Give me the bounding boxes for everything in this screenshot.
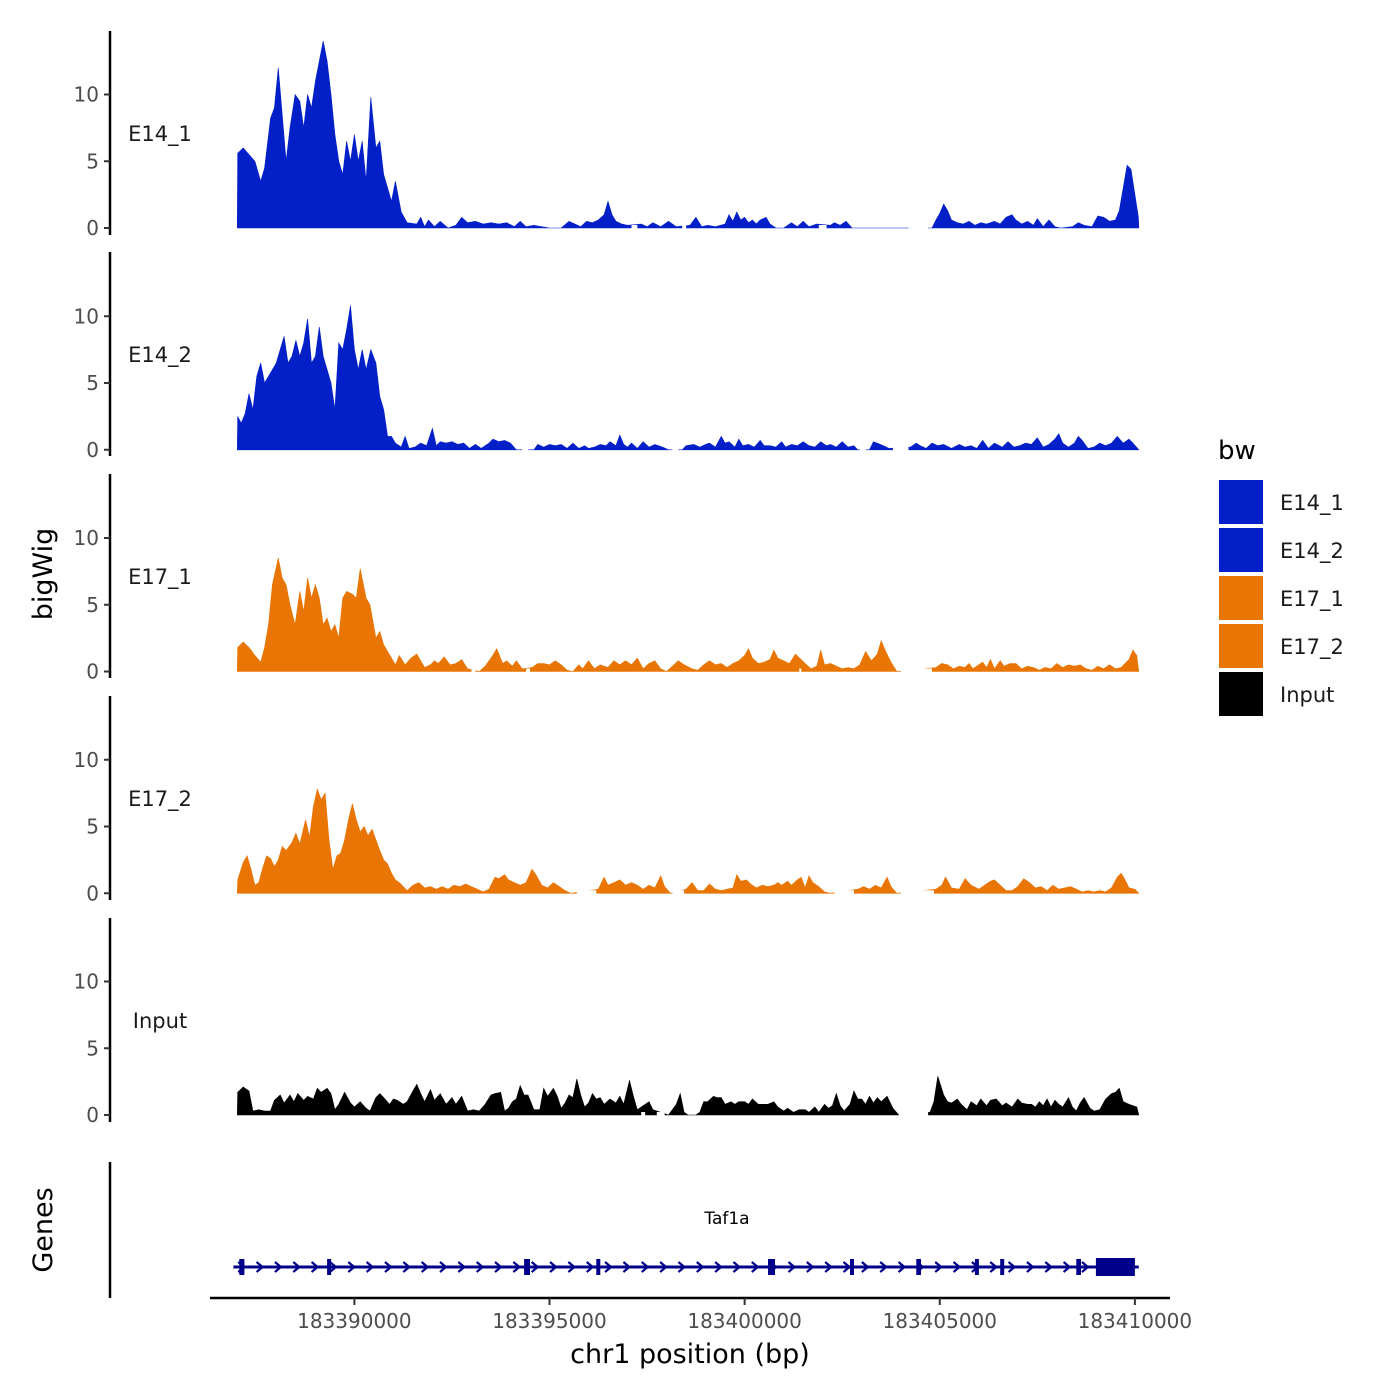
gene-exon xyxy=(1076,1259,1081,1275)
legend-entry-e17-2: E17_2 xyxy=(1219,624,1344,668)
x-ticks: 183390000 183395000 183400000 183405000 1834… xyxy=(297,1298,1192,1333)
coverage-gap xyxy=(672,447,678,453)
gene-exon xyxy=(916,1259,921,1275)
y-tick-label: 5 xyxy=(86,1036,99,1060)
coverage-gap xyxy=(901,669,932,675)
legend-swatch xyxy=(1219,480,1263,524)
genes-axis-title: Genes xyxy=(28,1187,59,1272)
legend-label: E14_2 xyxy=(1280,539,1344,564)
x-tick-label: 183390000 xyxy=(297,1309,412,1333)
y-tick-label: 0 xyxy=(86,881,99,905)
tracks-layer: E14_1 E14_2 E17_1 E17_2 Input xyxy=(128,41,1139,1118)
x-tick-label: 183400000 xyxy=(687,1309,802,1333)
coverage-gap xyxy=(860,447,866,453)
track-label-e17-2: E17_2 xyxy=(128,787,192,812)
legend-entries: E14_1 E14_2 E17_1 E17_2 Input xyxy=(1219,480,1344,716)
legend-entry-e14-2: E14_2 xyxy=(1219,528,1344,572)
signal-area-e14-2 xyxy=(237,306,1139,450)
coverage-gap xyxy=(893,447,909,453)
legend-label: E17_1 xyxy=(1280,587,1344,612)
coverage-gap xyxy=(577,890,597,896)
legend-label: E17_2 xyxy=(1280,635,1344,660)
track-e17-1: E17_1 xyxy=(128,558,1139,675)
x-tick-label: 183405000 xyxy=(882,1309,997,1333)
y-tick-label: 10 xyxy=(74,970,99,994)
signal-area-input xyxy=(237,1076,1139,1115)
gene-exon xyxy=(524,1259,530,1275)
y-axis-e17-1: 0 5 10 xyxy=(74,474,110,684)
legend-label: Input xyxy=(1280,683,1334,707)
y-tick-label: 0 xyxy=(86,438,99,462)
y-tick-label: 5 xyxy=(86,149,99,173)
track-input: Input xyxy=(133,1009,1139,1118)
coverage-gap xyxy=(901,890,934,896)
y-tick-label: 10 xyxy=(74,83,99,107)
gene-exon xyxy=(768,1259,775,1275)
signal-area-e14-1 xyxy=(237,41,1139,228)
y-tick-label: 10 xyxy=(74,526,99,550)
x-axis-title: chr1 position (bp) xyxy=(570,1339,810,1370)
coverage-gap xyxy=(834,890,854,896)
coverage-gap xyxy=(672,890,684,896)
x-tick-label: 183410000 xyxy=(1078,1309,1193,1333)
signal-area-e17-2 xyxy=(237,789,1139,893)
y-axis-title: bigWig xyxy=(28,528,59,621)
gene-exon xyxy=(1096,1258,1135,1276)
coverage-gap xyxy=(682,225,686,231)
x-axis: 183390000 183395000 183400000 183405000 1834… xyxy=(210,1298,1192,1370)
legend-swatch xyxy=(1219,528,1263,572)
legend-swatch xyxy=(1219,576,1263,620)
y-tick-label: 5 xyxy=(86,371,99,395)
legend-entry-e17-1: E17_1 xyxy=(1219,576,1344,620)
legend-entry-e14-1: E14_1 xyxy=(1219,480,1344,524)
coverage-gap xyxy=(799,669,801,675)
y-axes-layer: 0 5 10 0 5 10 0 5 10 0 5 10 0 5 10 xyxy=(74,31,110,1127)
y-axis-input: 0 5 10 xyxy=(74,918,110,1127)
coverage-gap xyxy=(526,669,530,675)
coverage-gap xyxy=(909,225,929,231)
track-e14-2: E14_2 xyxy=(128,306,1139,453)
y-tick-label: 0 xyxy=(86,1103,99,1127)
gene-exon xyxy=(975,1259,979,1275)
coverage-gap xyxy=(632,225,638,231)
y-axis-e14-1: 0 5 10 xyxy=(74,31,110,240)
coverage-gap xyxy=(819,225,827,231)
legend-label: E14_1 xyxy=(1280,491,1344,516)
y-tick-label: 10 xyxy=(74,748,99,772)
signal-area-e17-1 xyxy=(237,558,1139,672)
gene-model-taf1a xyxy=(233,1258,1138,1276)
legend: bw E14_1 E14_2 E17_1 E17_2 Input xyxy=(1218,436,1344,716)
legend-swatch xyxy=(1219,672,1263,716)
coverage-gap xyxy=(641,1112,645,1118)
legend-entry-input: Input xyxy=(1219,672,1334,716)
gene-exon xyxy=(239,1259,244,1275)
legend-title: bw xyxy=(1218,436,1256,466)
track-label-e14-1: E14_1 xyxy=(128,122,192,147)
coverage-gap xyxy=(472,669,476,675)
gene-exon xyxy=(850,1259,854,1275)
track-label-e17-1: E17_1 xyxy=(128,565,192,590)
y-axis-e14-2: 0 5 10 xyxy=(74,252,110,462)
y-tick-label: 5 xyxy=(86,815,99,839)
gene-exon xyxy=(327,1259,331,1275)
track-e14-1: E14_1 xyxy=(128,41,1139,231)
genome-track-plot: E14_1 E14_2 E17_1 E17_2 Input 0 5 10 0 5 10 0 5 10 0 5… xyxy=(0,0,1400,1400)
x-tick-label: 183395000 xyxy=(492,1309,607,1333)
gene-exon xyxy=(1000,1259,1004,1275)
coverage-gap xyxy=(522,447,528,453)
coverage-gap xyxy=(899,1112,928,1118)
coverage-gap xyxy=(657,1112,665,1118)
gene-name-label: Taf1a xyxy=(703,1209,749,1229)
legend-swatch xyxy=(1219,624,1263,668)
genes-panel: Genes Taf1a xyxy=(28,1162,1139,1298)
y-tick-label: 10 xyxy=(74,304,99,328)
y-tick-label: 0 xyxy=(86,660,99,684)
y-axis-e17-2: 0 5 10 xyxy=(74,696,110,905)
gene-exon xyxy=(596,1259,600,1275)
track-label-input: Input xyxy=(133,1009,187,1033)
track-e17-2: E17_2 xyxy=(128,787,1139,896)
track-label-e14-2: E14_2 xyxy=(128,343,192,368)
y-tick-label: 5 xyxy=(86,593,99,617)
y-tick-label: 0 xyxy=(86,216,99,240)
